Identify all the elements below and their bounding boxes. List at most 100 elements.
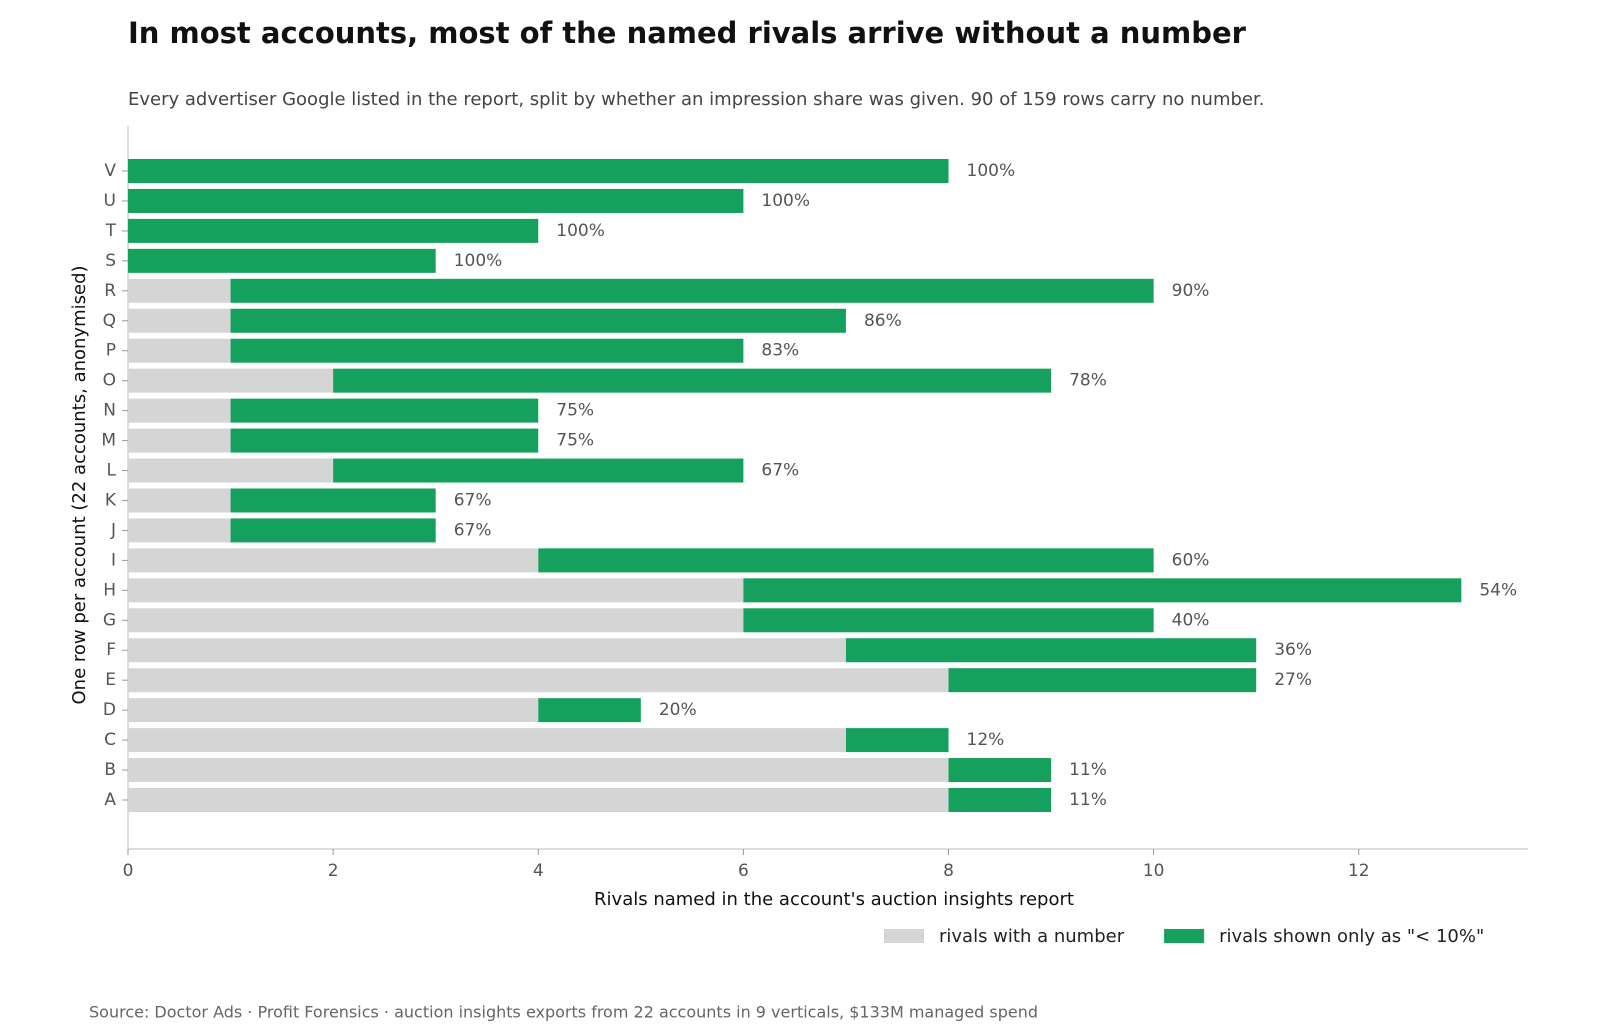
x-tick-label: 2 xyxy=(328,861,339,881)
bar-segment xyxy=(128,248,436,273)
bar-segment xyxy=(538,548,1154,573)
value-label: 83% xyxy=(761,341,799,361)
bar-segment xyxy=(128,218,539,243)
y-tick-label: J xyxy=(110,520,116,540)
value-label: 90% xyxy=(1172,281,1210,301)
y-tick-label: B xyxy=(104,760,116,780)
bar-segment xyxy=(128,728,846,753)
value-label: 60% xyxy=(1172,550,1210,570)
y-tick-label: C xyxy=(104,730,116,750)
bar-segment xyxy=(128,788,949,812)
bar-segment xyxy=(948,668,1257,693)
legend-label: rivals with a number xyxy=(939,926,1125,947)
y-tick-label: V xyxy=(104,161,116,181)
source-note: Source: Doctor Ads · Profit Forensics · … xyxy=(89,1003,1038,1022)
x-tick-label: 4 xyxy=(533,861,544,881)
y-tick-label: G xyxy=(103,610,116,630)
value-label: 100% xyxy=(967,161,1016,181)
value-label: 75% xyxy=(556,401,594,421)
bar-segment xyxy=(128,338,231,363)
value-label: 12% xyxy=(967,730,1005,750)
y-tick-label: A xyxy=(104,790,116,810)
bar-segment xyxy=(128,668,949,693)
bar-segment xyxy=(128,548,539,573)
y-tick-label: R xyxy=(104,281,116,301)
bar-segment xyxy=(333,458,744,483)
bar-segment xyxy=(230,338,744,363)
bar-segment xyxy=(128,698,539,723)
bar-segment xyxy=(743,578,1462,603)
y-tick-label: N xyxy=(103,401,116,421)
bar-segment xyxy=(128,608,744,633)
value-label: 27% xyxy=(1274,670,1312,690)
y-tick-label: E xyxy=(105,670,116,690)
bar-segment xyxy=(845,638,1257,663)
y-tick-label: F xyxy=(106,640,116,660)
bar-segment xyxy=(128,159,949,183)
x-tick-label: 0 xyxy=(123,861,134,881)
y-tick-label: T xyxy=(105,221,117,241)
value-label: 78% xyxy=(1069,371,1107,391)
value-label: 11% xyxy=(1069,790,1107,810)
bar-segment xyxy=(128,428,231,453)
bar-segment xyxy=(230,278,1154,303)
y-tick-label: Q xyxy=(103,311,116,331)
x-tick-label: 10 xyxy=(1143,861,1165,881)
value-label: 54% xyxy=(1479,580,1517,600)
bar-segment xyxy=(128,278,231,303)
bar-segment xyxy=(230,488,436,513)
x-tick-label: 6 xyxy=(738,861,749,881)
legend-swatch xyxy=(1164,929,1205,943)
bar-segment xyxy=(230,428,539,453)
y-tick-label: P xyxy=(106,341,116,361)
value-label: 67% xyxy=(454,490,492,510)
value-label: 36% xyxy=(1274,640,1312,660)
chart-title: In most accounts, most of the named riva… xyxy=(128,16,1247,50)
value-label: 100% xyxy=(761,191,810,211)
value-label: 75% xyxy=(556,431,594,451)
bar-segment xyxy=(743,608,1154,633)
bar-segment xyxy=(128,368,334,393)
value-label: 11% xyxy=(1069,760,1107,780)
y-axis-label: One row per account (22 accounts, anonym… xyxy=(69,265,90,704)
value-label: 40% xyxy=(1172,610,1210,630)
x-tick-label: 12 xyxy=(1348,861,1370,881)
bar-segment xyxy=(128,488,231,513)
bar-segment xyxy=(845,728,949,753)
y-tick-label: U xyxy=(104,191,116,211)
bar-segment xyxy=(128,458,334,483)
bar-segment xyxy=(128,308,231,333)
value-label: 100% xyxy=(454,251,503,271)
y-tick-label: O xyxy=(103,371,116,391)
value-label: 100% xyxy=(556,221,605,241)
bar-segment xyxy=(230,518,436,543)
bar-segment xyxy=(948,788,1052,812)
y-tick-label: D xyxy=(103,700,116,720)
x-axis-label: Rivals named in the account's auction in… xyxy=(594,889,1074,910)
y-tick-label: M xyxy=(101,431,116,451)
bar-segment xyxy=(128,518,231,543)
bar-segment xyxy=(538,698,641,723)
bar-segment xyxy=(333,368,1052,393)
chart-subtitle: Every advertiser Google listed in the re… xyxy=(128,89,1264,110)
bar-segment xyxy=(128,638,846,663)
bar-segment xyxy=(128,188,744,213)
bar-segment xyxy=(948,758,1052,783)
y-tick-label: I xyxy=(111,550,116,570)
bar-segment xyxy=(128,398,231,423)
legend-label: rivals shown only as "< 10%" xyxy=(1219,926,1484,947)
value-label: 86% xyxy=(864,311,902,331)
y-tick-label: L xyxy=(107,461,117,481)
value-label: 67% xyxy=(454,520,492,540)
legend-swatch xyxy=(884,929,924,943)
x-tick-label: 8 xyxy=(943,861,954,881)
y-tick-label: H xyxy=(103,580,116,600)
y-tick-label: S xyxy=(105,251,116,271)
value-label: 20% xyxy=(659,700,697,720)
bar-segment xyxy=(230,308,846,333)
value-label: 67% xyxy=(761,461,799,481)
bar-segment xyxy=(128,758,949,783)
bar-segment xyxy=(128,578,744,603)
y-tick-label: K xyxy=(105,490,117,510)
